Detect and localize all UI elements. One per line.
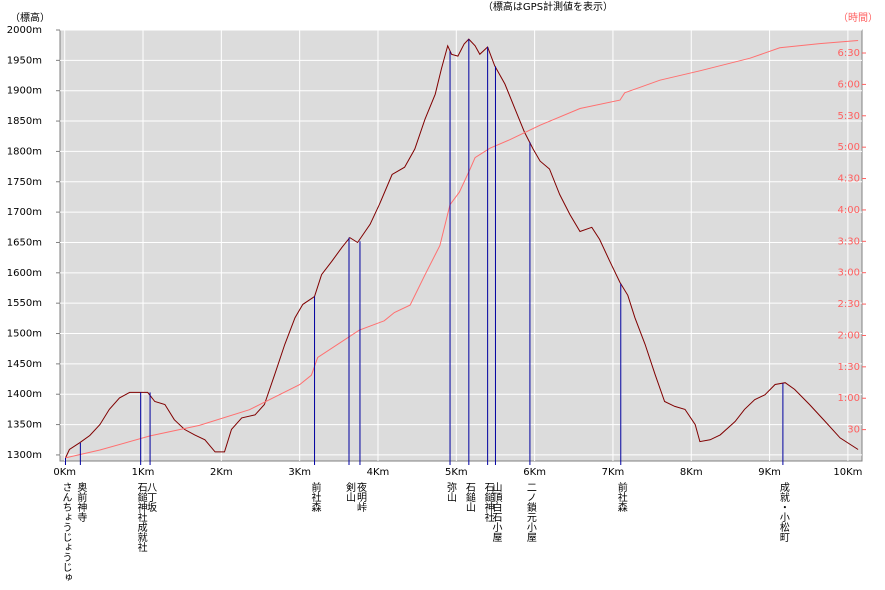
waypoint-label: さんちょうじょうじゅ <box>60 482 72 582</box>
x-tick-label: 8Km <box>680 467 703 478</box>
y2-tick-label: 30 <box>847 425 860 436</box>
y-tick-label: 1900m <box>7 86 42 97</box>
y-tick-label: 1800m <box>7 146 42 157</box>
waypoint-label: 夜明峠 <box>354 481 366 513</box>
y-tick-label: 1400m <box>7 389 42 400</box>
y2-tick-label: 1:30 <box>838 362 860 373</box>
y-tick-label: 1700m <box>7 207 42 218</box>
time-line <box>65 40 859 459</box>
y2-tick-label: 4:00 <box>838 205 860 216</box>
y2-tick-label: 5:00 <box>838 142 860 153</box>
waypoint-label: 石鎚神社成就社 <box>135 482 147 553</box>
x-tick-label: 1Km <box>132 467 155 478</box>
x-tick-label: 6Km <box>523 467 546 478</box>
x-tick-label: 10Km <box>833 467 862 478</box>
y-tick-label: 1850m <box>7 116 42 127</box>
y-tick-label: 2000m <box>7 25 42 36</box>
x-tick-label: 7Km <box>602 467 625 478</box>
waypoint-label: 石鎚神社 <box>482 482 494 523</box>
waypoint-label: 石鎚山 <box>463 482 475 512</box>
y-tick-label: 1350m <box>7 420 42 431</box>
waypoint-label: 弥山 <box>445 481 457 502</box>
grid <box>56 29 866 461</box>
y-tick-label: 1500m <box>7 329 42 340</box>
y-axis-title: （標高） <box>10 11 50 24</box>
chart-title: （標高はGPS計測値を表示） <box>483 0 613 13</box>
x-tick-label: 4Km <box>367 467 390 478</box>
waypoint-label: 二ノ鎖元小屋 <box>524 482 536 542</box>
waypoint-label: 剣山 <box>344 482 356 502</box>
plot-area <box>59 29 863 462</box>
y-tick-label: 1600m <box>7 268 42 279</box>
y2-tick-label: 4:30 <box>838 174 860 185</box>
y2-tick-label: 5:30 <box>838 111 860 122</box>
x-tick-label: 3Km <box>288 467 311 478</box>
elevation-line <box>65 38 859 459</box>
y2-axis-title: （時間） <box>838 12 878 24</box>
y2-tick-label: 3:30 <box>838 236 860 247</box>
y-tick-label: 1450m <box>7 359 42 370</box>
y2-tick-label: 6:00 <box>838 79 860 90</box>
y-tick-label: 1950m <box>7 55 42 66</box>
x-tick-label: 5Km <box>445 467 468 478</box>
waypoint-label: 山頂白石小屋 <box>490 482 502 542</box>
y2-tick-label: 2:30 <box>838 299 860 310</box>
waypoint-label: 成就・小松町 <box>777 482 789 542</box>
y-tick-label: 1550m <box>7 298 42 309</box>
x-tick-label: 2Km <box>210 467 233 478</box>
y2-tick-label: 6:30 <box>838 48 860 59</box>
y-tick-label: 1300m <box>7 450 42 461</box>
waypoint-label: 前社森 <box>615 481 627 513</box>
y2-tick-label: 3:00 <box>838 268 860 279</box>
x-tick-label: 9Km <box>758 467 781 478</box>
waypoint-label: 八丁坂 <box>145 482 157 513</box>
waypoint-label: 奥前神寺 <box>75 481 87 522</box>
marks <box>64 38 859 465</box>
x-tick-label: 0Km <box>53 467 76 478</box>
y-tick-label: 1650m <box>7 237 42 248</box>
waypoint-label: 前社森 <box>309 481 321 513</box>
y2-tick-label: 2:00 <box>838 330 860 341</box>
y2-tick-label: 1:00 <box>838 393 860 404</box>
y-tick-label: 1750m <box>7 177 42 188</box>
